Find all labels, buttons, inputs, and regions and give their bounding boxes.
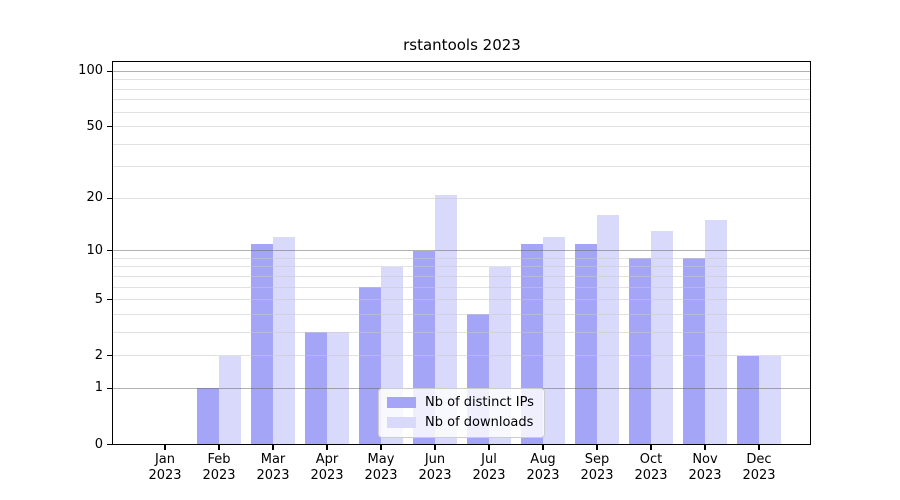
bar-ips-nov	[683, 258, 705, 445]
x-tick-label-nov: Nov 2023	[688, 452, 722, 483]
legend: Nb of distinct IPs Nb of downloads	[378, 387, 545, 438]
x-tick-label-apr: Apr 2023	[310, 452, 344, 483]
x-tick-label-jul: Jul 2023	[472, 452, 506, 483]
y-tick-label-0: 0	[94, 436, 103, 452]
bar-ips-dec	[737, 355, 759, 445]
y-tick-label-100: 100	[78, 63, 103, 79]
legend-label-distinct-ips: Nb of distinct IPs	[425, 394, 534, 410]
bar-ips-mar	[251, 243, 273, 445]
y-tick-label-2: 2	[94, 347, 103, 363]
y-tick-mark-2	[107, 355, 112, 357]
bar-downloads-jun	[435, 194, 457, 445]
legend-label-downloads: Nb of downloads	[425, 414, 534, 430]
x-tick-label-oct: Oct 2023	[634, 452, 668, 483]
bar-downloads-feb	[219, 355, 241, 445]
y-tick-label-50: 50	[86, 118, 103, 134]
x-tick-mark-jan	[164, 444, 166, 450]
x-tick-mark-may	[380, 444, 382, 450]
bar-downloads-apr	[327, 332, 349, 445]
x-tick-mark-feb	[218, 444, 220, 450]
bar-ips-sep	[575, 243, 597, 445]
legend-entry-downloads: Nb of downloads	[387, 415, 534, 430]
bar-ips-may	[359, 287, 381, 445]
gridline-y-60	[113, 111, 811, 113]
x-tick-mark-oct	[650, 444, 652, 450]
x-tick-mark-jun	[434, 444, 436, 450]
x-tick-label-feb: Feb 2023	[202, 452, 236, 483]
gridline-y-40	[113, 143, 811, 145]
x-tick-label-jan: Jan 2023	[148, 452, 182, 483]
chart-title: rstantools 2023	[403, 36, 521, 54]
bar-downloads-dec	[759, 355, 781, 445]
bar-ips-feb	[197, 388, 219, 445]
y-tick-mark-50	[107, 125, 112, 128]
legend-swatch-downloads	[387, 416, 416, 428]
bar-downloads-mar	[273, 237, 295, 445]
legend-swatch-distinct-ips	[387, 396, 416, 408]
y-tick-label-1: 1	[94, 380, 103, 396]
gridline-y-50	[113, 126, 811, 128]
gridline-y-90	[113, 79, 811, 81]
plot-area: Nb of distinct IPs Nb of downloads	[113, 62, 811, 445]
y-tick-mark-10	[107, 249, 112, 252]
bar-ips-oct	[629, 258, 651, 445]
y-tick-mark-5	[107, 299, 112, 301]
bar-ips-apr	[305, 332, 327, 445]
y-tick-mark-20	[107, 197, 112, 199]
y-tick-label-20: 20	[86, 190, 103, 206]
x-tick-mark-aug	[542, 444, 544, 450]
x-tick-mark-mar	[272, 444, 274, 450]
x-tick-mark-sep	[596, 444, 598, 450]
x-tick-label-jun: Jun 2023	[418, 452, 452, 483]
y-tick-label-10: 10	[86, 242, 103, 258]
legend-entry-distinct-ips: Nb of distinct IPs	[387, 395, 534, 410]
gridline-y-20	[113, 197, 811, 199]
bar-downloads-aug	[543, 237, 565, 445]
x-tick-label-mar: Mar 2023	[256, 452, 290, 483]
bar-downloads-nov	[705, 220, 727, 445]
gridline-y-70	[113, 99, 811, 101]
bar-downloads-oct	[651, 231, 673, 445]
gridline-y-30	[113, 166, 811, 168]
x-tick-label-aug: Aug 2023	[526, 452, 560, 483]
y-tick-label-5: 5	[94, 291, 103, 307]
bar-downloads-sep	[597, 215, 619, 445]
x-tick-mark-jul	[488, 444, 490, 450]
y-tick-mark-100	[107, 70, 112, 72]
gridline-y-80	[113, 88, 811, 90]
x-tick-label-dec: Dec 2023	[742, 452, 776, 483]
x-tick-label-sep: Sep 2023	[580, 452, 614, 483]
x-tick-mark-apr	[326, 444, 328, 450]
x-tick-label-may: May 2023	[364, 452, 398, 483]
x-tick-mark-dec	[758, 444, 760, 450]
y-tick-mark-0	[107, 443, 112, 446]
x-tick-mark-nov	[704, 444, 706, 450]
gridline-y-100	[113, 70, 811, 72]
y-tick-mark-1	[107, 387, 112, 390]
